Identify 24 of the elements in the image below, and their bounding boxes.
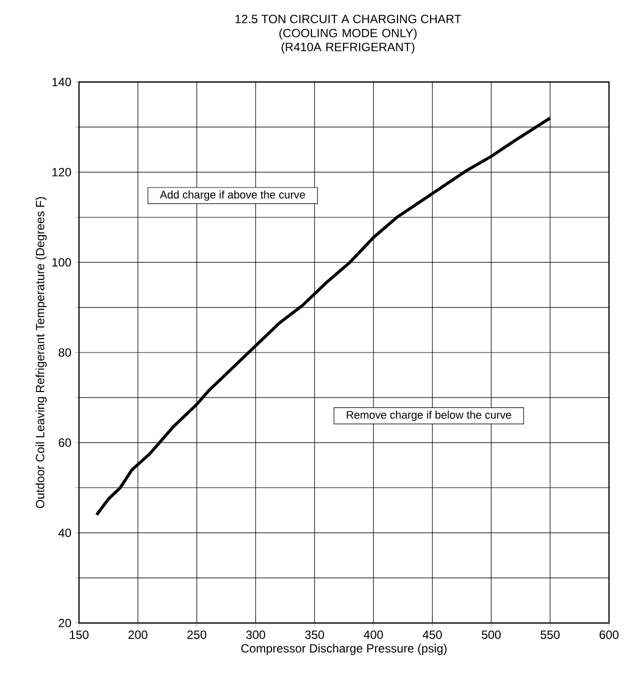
y-tick-label: 20: [58, 618, 72, 628]
x-tick-label: 450: [422, 630, 442, 639]
annotation: Add charge if above the curve: [160, 190, 305, 201]
x-tick-label: 400: [364, 630, 383, 639]
y-tick-label: 80: [58, 348, 72, 357]
x-tick-label: 200: [128, 630, 148, 639]
annotation: Remove charge if below the curve: [346, 410, 512, 421]
x-tick-label: 300: [246, 630, 266, 639]
chart-title: 12.5 TON CIRCUIT A CHARGING CHART: [236, 14, 462, 24]
y-tick-label: 60: [58, 438, 72, 447]
y-tick-label: 120: [52, 168, 72, 176]
x-tick-label: 600: [600, 630, 619, 639]
x-tick-label: 350: [305, 630, 324, 639]
y-tick-label: 100: [52, 258, 72, 267]
x-tick-label: 550: [540, 630, 560, 639]
y-axis-title: Outdoor Coil Leaving Refrigerant Temperature (Degrees F): [36, 197, 47, 508]
line-series: [95, 116, 552, 516]
y-tick-label: 40: [58, 528, 72, 538]
x-axis-title: Compressor Discharge Pressure (psig): [241, 644, 447, 655]
x-tick-label: 250: [187, 630, 206, 639]
x-tick-label: 150: [70, 630, 89, 639]
chart-subtitle: (COOLING MODE ONLY) (R410A REFRIGERANT): [279, 28, 417, 54]
x-tick-label: 500: [482, 630, 501, 639]
y-tick-label: 140: [52, 78, 72, 86]
